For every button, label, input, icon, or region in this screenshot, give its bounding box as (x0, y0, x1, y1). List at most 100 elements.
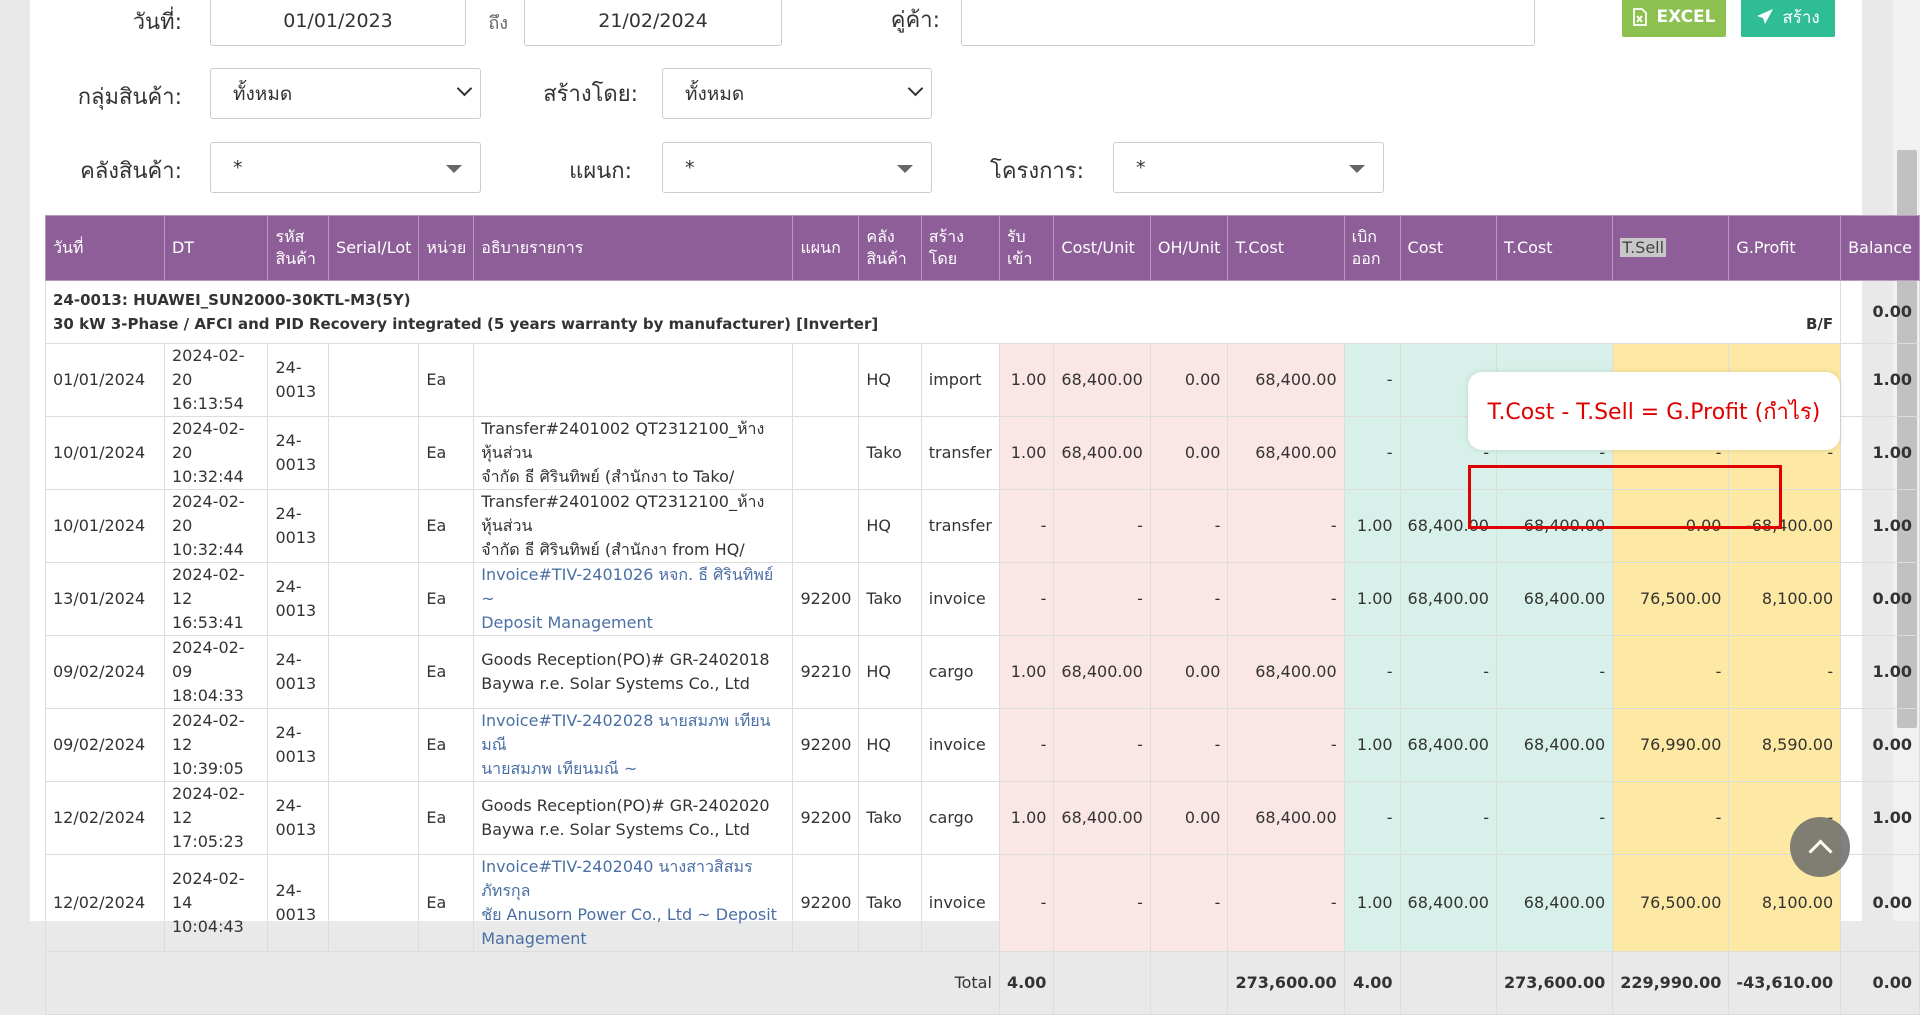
cell-gprofit: -68,400.00 (1728, 489, 1842, 563)
cell-unit: Ea (418, 708, 475, 782)
col-tcost-out[interactable]: T.Cost (1495, 215, 1614, 281)
cell-in-qty: - (998, 854, 1055, 952)
scroll-top-button[interactable] (1790, 817, 1850, 877)
cell-description[interactable]: Invoice#TIV-2401026 หจก. ธี ศิรินทิพย์ ~… (473, 562, 794, 636)
cell-in-qty: 1.00 (998, 343, 1055, 417)
col-oh-unit[interactable]: OH/Unit (1149, 215, 1229, 281)
cell-in-qty: 1.00 (998, 635, 1055, 709)
cell-code: 24- 0013 (267, 635, 330, 709)
warehouse-value: * (233, 156, 243, 179)
cell-tcost-in: 68,400.00 (1227, 416, 1345, 490)
cell-department (792, 416, 860, 490)
table-row: 10/01/2024 2024-02- 20 10:32:44 24- 0013 Ea Tr… (45, 416, 1920, 490)
cell-dt: 2024-02- 20 10:32:44 (163, 416, 269, 490)
created-by-select[interactable]: ทั้งหมด (662, 68, 932, 119)
cell-warehouse: HQ (858, 343, 922, 417)
col-department[interactable]: แผนก (792, 215, 860, 281)
project-select[interactable]: * (1113, 142, 1384, 193)
cell-description[interactable]: Invoice#TIV-2402028 นายสมภพ เทียนมณี นายส… (473, 708, 794, 782)
cell-department: 92210 (792, 635, 860, 709)
cell-code: 24- 0013 (267, 562, 330, 636)
created-by-label: สร้างโดย: (543, 82, 638, 107)
cell-created-by: cargo (920, 781, 1000, 855)
cell-balance: 1.00 (1840, 416, 1920, 490)
document-link[interactable]: Invoice#TIV-2402040 นางสาวสิสมร ภัทรกุลช… (481, 857, 777, 948)
warehouse-select[interactable]: * (210, 142, 481, 193)
cell-tcost-out: - (1495, 635, 1614, 709)
col-out-qty[interactable]: เบิก ออก (1343, 215, 1401, 281)
total-row: Total 4.00 273,600.00 4.00 273,600.00 22… (45, 951, 1920, 1015)
total-gprofit: -43,610.00 (1728, 951, 1842, 1015)
cell-created-by: invoice (920, 708, 1000, 782)
chevron-down-icon (456, 80, 473, 97)
cell-date: 12/02/2024 (45, 781, 165, 855)
cell-code: 24- 0013 (267, 489, 330, 563)
cell-balance: 0.00 (1840, 708, 1920, 782)
cell-gprofit: 8,100.00 (1728, 562, 1842, 636)
col-warehouse[interactable]: คลัง สินค้า (858, 215, 922, 281)
total-tcost-in: 273,600.00 (1227, 951, 1345, 1015)
col-dt[interactable]: DT (163, 215, 269, 281)
cell-code: 24- 0013 (267, 343, 330, 417)
cell-tsell: - (1612, 781, 1730, 855)
cell-gprofit: 8,590.00 (1728, 708, 1842, 782)
table-row: 09/02/2024 2024-02-12 10:39:05 24- 0013 Ea Inv… (45, 708, 1920, 782)
cell-tcost-out: - (1495, 781, 1614, 855)
created-by-value: ทั้งหมด (685, 82, 745, 105)
col-code[interactable]: รหัส สินค้า (267, 215, 330, 281)
cell-tcost-in: - (1227, 854, 1345, 952)
cell-out-qty: - (1343, 416, 1401, 490)
cell-tcost-in: 68,400.00 (1227, 781, 1345, 855)
cell-tcost-out: 68,400.00 (1495, 708, 1614, 782)
cell-created-by: invoice (920, 562, 1000, 636)
total-label: Total (45, 951, 1000, 1015)
col-in-qty[interactable]: รับ เข้า (998, 215, 1055, 281)
date-to-input[interactable]: 21/02/2024 (524, 0, 782, 46)
cell-code: 24- 0013 (267, 708, 330, 782)
col-tcost-in[interactable]: T.Cost (1227, 215, 1345, 281)
cell-dt: 2024-02-12 16:53:41 (163, 562, 269, 636)
document-link[interactable]: Invoice#TIV-2401026 หจก. ธี ศิรินทิพย์ ~… (481, 565, 774, 632)
col-description[interactable]: อธิบายรายการ (473, 215, 794, 281)
group-product-desc: 30 kW 3-Phase / AFCI and PID Recovery in… (53, 315, 879, 333)
department-select[interactable]: * (662, 142, 932, 193)
cell-date: 10/01/2024 (45, 489, 165, 563)
col-cost[interactable]: Cost (1399, 215, 1497, 281)
cell-serial (328, 489, 420, 563)
cell-department: 92200 (792, 562, 860, 636)
product-group-select[interactable]: ทั้งหมด (210, 68, 481, 119)
date-from-input[interactable]: 01/01/2023 (210, 0, 466, 46)
col-serial[interactable]: Serial/Lot (328, 215, 420, 281)
cell-created-by: transfer (920, 416, 1000, 490)
cell-cost-unit: 68,400.00 (1053, 781, 1151, 855)
cell-description: Goods Reception(PO)# GR-2402018 Baywa r.e… (473, 635, 794, 709)
col-tsell[interactable]: T.Sell (1612, 215, 1730, 281)
cell-serial (328, 343, 420, 417)
excel-button[interactable]: EXCEL (1622, 0, 1726, 37)
cell-tcost-in: - (1227, 562, 1345, 636)
col-cost-unit[interactable]: Cost/Unit (1053, 215, 1151, 281)
cell-oh-unit: - (1149, 854, 1229, 952)
cell-tcost-in: - (1227, 708, 1345, 782)
document-link[interactable]: Invoice#TIV-2402028 นายสมภพ เทียนมณี นายส… (481, 711, 771, 778)
create-button[interactable]: สร้าง (1741, 0, 1835, 37)
cell-description[interactable]: Invoice#TIV-2402040 นางสาวสิสมร ภัทรกุลช… (473, 854, 794, 952)
file-excel-icon (1633, 8, 1648, 26)
col-unit[interactable]: หน่วย (418, 215, 475, 281)
partner-input[interactable] (961, 0, 1535, 46)
col-gprofit[interactable]: G.Profit (1728, 215, 1842, 281)
cell-tcost-in: 68,400.00 (1227, 343, 1345, 417)
cell-created-by: import (920, 343, 1000, 417)
cell-cost-unit: 68,400.00 (1053, 343, 1151, 417)
cell-department (792, 343, 860, 417)
group-product-code: 24-0013: HUAWEI_SUN2000-30KTL-M3(5Y) (53, 291, 411, 309)
cell-cost: 68,400.00 (1399, 562, 1497, 636)
cell-out-qty: 1.00 (1343, 708, 1401, 782)
cell-tcost-in: - (1227, 489, 1345, 563)
col-date[interactable]: วันที่ (45, 215, 165, 281)
col-created-by[interactable]: สร้าง โดย (920, 215, 1000, 281)
cell-code: 24- 0013 (267, 854, 330, 952)
cell-dt: 2024-02-12 17:05:23 (163, 781, 269, 855)
col-balance[interactable]: Balance (1840, 215, 1920, 281)
cell-tcost-in: 68,400.00 (1227, 635, 1345, 709)
